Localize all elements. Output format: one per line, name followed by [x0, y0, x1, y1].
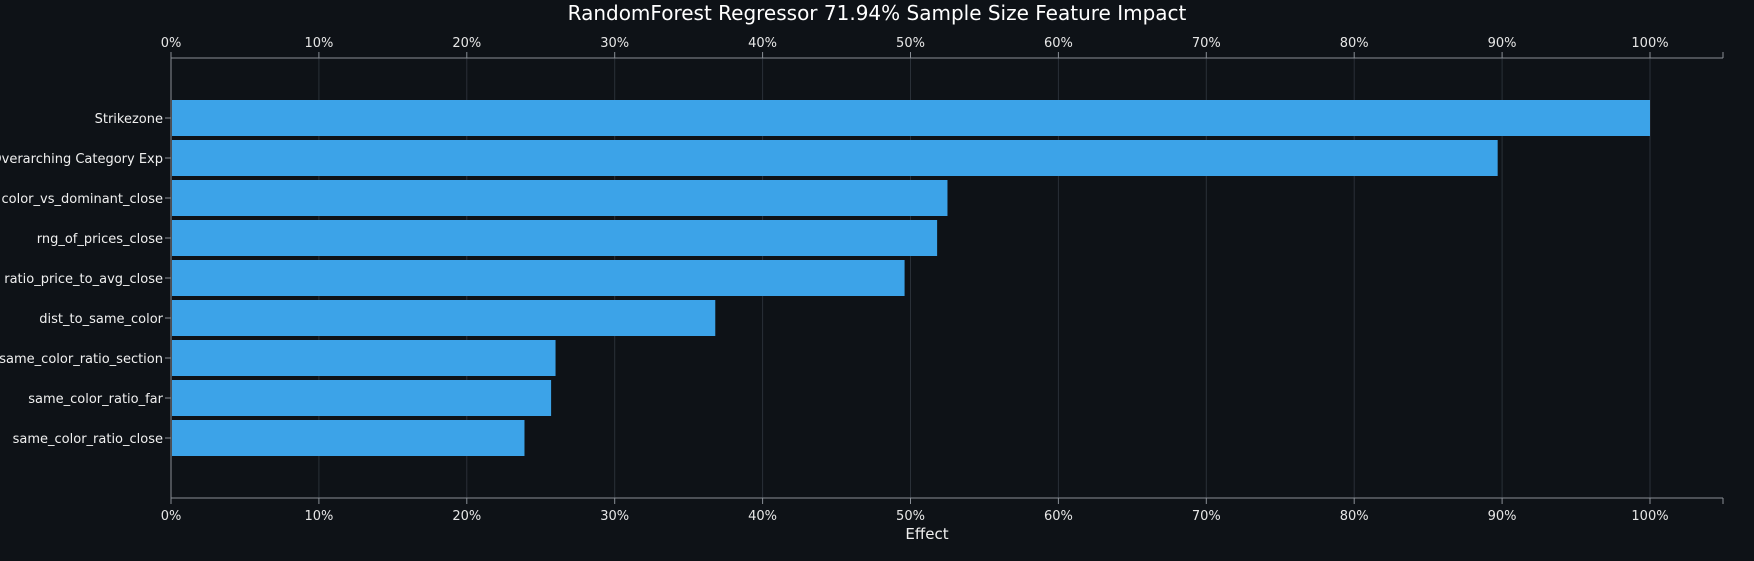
bar: [172, 260, 905, 296]
bars: [172, 100, 1650, 456]
top-tick-label: 80%: [1340, 36, 1369, 51]
category-label: ratio_price_to_avg_close: [4, 272, 163, 287]
bar: [172, 340, 556, 376]
bottom-tick-label: 40%: [748, 509, 777, 524]
category-label: same_color_ratio_close: [13, 432, 163, 447]
category-label: Overarching Category Exp: [0, 152, 163, 167]
bar: [172, 100, 1650, 136]
bottom-tick-label: 30%: [600, 509, 629, 524]
axes: 0% 0% 10% 10% 20% 20% 30% 30% 40% 40% 50% 50% 60% 60%…: [161, 36, 1724, 524]
category-label: rng_of_prices_close: [37, 232, 163, 247]
top-tick-label: 0%: [161, 36, 182, 51]
bar: [172, 180, 948, 216]
x-axis-label: Effect: [905, 525, 948, 543]
top-tick-label: 60%: [1044, 36, 1073, 51]
category-label: color_vs_dominant_close: [2, 192, 163, 207]
top-tick-label: 90%: [1488, 36, 1517, 51]
bottom-tick-label: 90%: [1488, 509, 1517, 524]
bar: [172, 420, 525, 456]
bottom-tick-label: 50%: [896, 509, 925, 524]
bar: [172, 220, 938, 256]
bottom-tick-label: 70%: [1192, 509, 1221, 524]
top-tick-label: 70%: [1192, 36, 1221, 51]
bottom-tick-label: 60%: [1044, 509, 1073, 524]
category-label: same_color_ratio_far: [28, 392, 163, 407]
bar: [172, 300, 716, 336]
top-tick-label: 50%: [896, 36, 925, 51]
top-tick-label: 40%: [748, 36, 777, 51]
category-label: dist_to_same_color: [39, 312, 163, 327]
bottom-tick-label: 10%: [304, 509, 333, 524]
bar: [172, 140, 1498, 176]
category-labels: Strikezone Overarching Category Exp color_…: [0, 112, 164, 447]
bottom-tick-label: 100%: [1631, 509, 1668, 524]
category-label: Strikezone: [95, 112, 163, 127]
chart-title: RandomForest Regressor 71.94% Sample Siz…: [568, 1, 1187, 25]
top-tick-label: 100%: [1631, 36, 1668, 51]
bottom-tick-label: 0%: [161, 509, 182, 524]
bar: [172, 380, 552, 416]
bottom-tick-label: 20%: [452, 509, 481, 524]
top-tick-label: 10%: [304, 36, 333, 51]
top-tick-label: 20%: [452, 36, 481, 51]
top-tick-label: 30%: [600, 36, 629, 51]
bottom-tick-label: 80%: [1340, 509, 1369, 524]
category-label: same_color_ratio_section: [0, 352, 163, 367]
